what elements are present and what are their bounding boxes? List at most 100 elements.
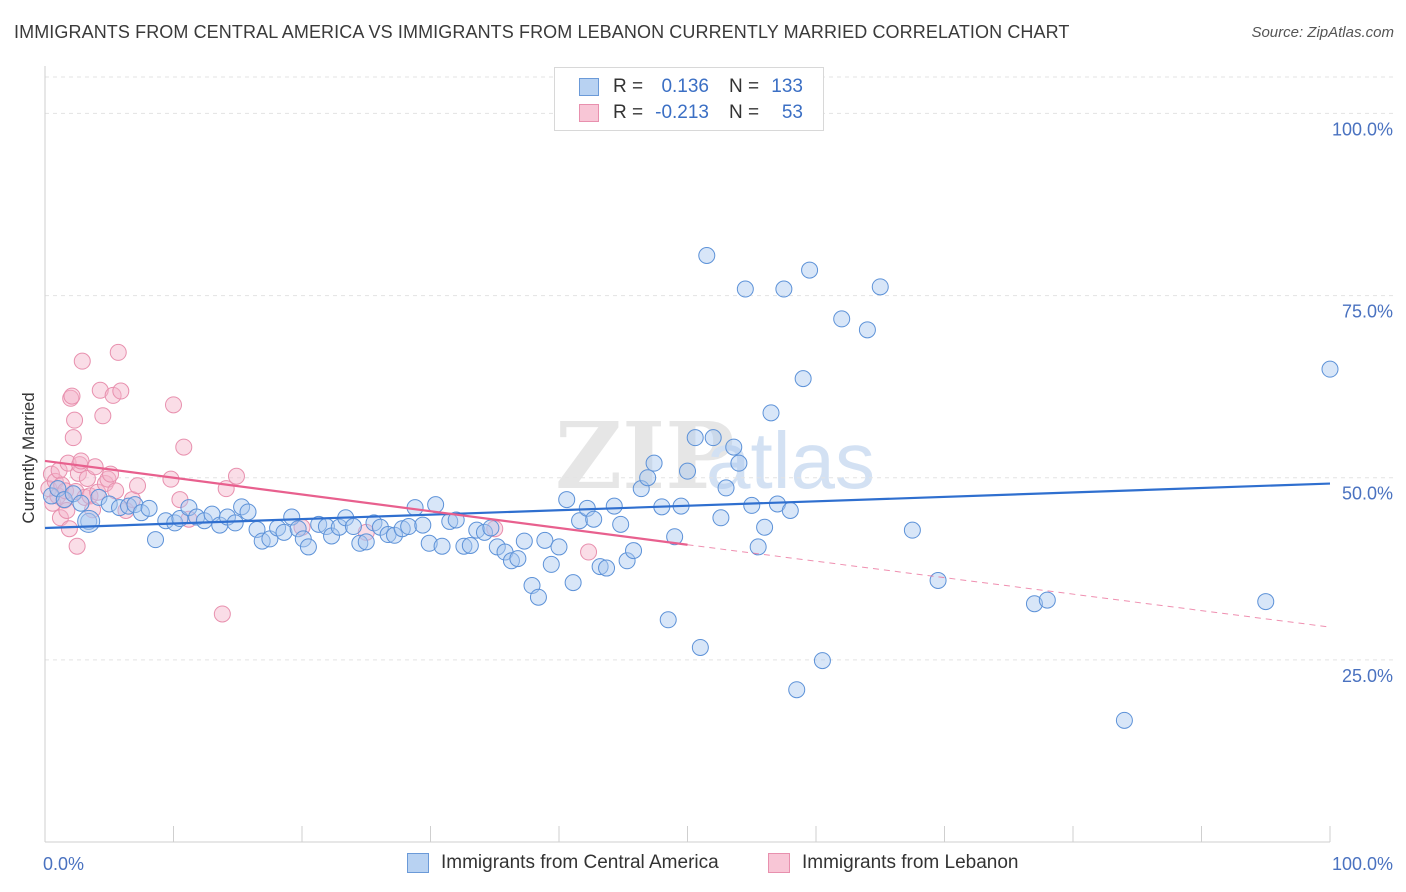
- data-point-central-america: [743, 496, 761, 514]
- data-point-central-america: [509, 550, 527, 568]
- watermark: ZIP atlas: [555, 402, 875, 510]
- data-point-central-america: [132, 504, 150, 522]
- trend-line-lebanon: [44, 459, 688, 546]
- source-note[interactable]: Source: ZipAtlas.com: [1251, 24, 1394, 41]
- data-point-central-america: [1321, 360, 1339, 378]
- data-point-central-america: [330, 518, 348, 536]
- data-point-central-america: [698, 247, 716, 264]
- data-point-central-america: [72, 494, 90, 512]
- y-axis-title: Currently Married: [19, 392, 38, 523]
- data-point-central-america: [55, 491, 73, 509]
- data-point-central-america: [929, 571, 947, 589]
- data-point-central-america: [639, 469, 657, 487]
- data-point-central-america: [90, 488, 108, 506]
- data-point-central-america: [1025, 595, 1043, 613]
- legend-swatch-blue: [579, 78, 599, 96]
- data-point-lebanon: [68, 537, 86, 555]
- data-point-lebanon: [109, 343, 127, 361]
- data-point-lebanon: [104, 386, 122, 404]
- trend-line-lebanon-extension: [687, 544, 1331, 628]
- correlation-legend: R = 0.136 N = 133 R = -0.213 N = 53: [554, 67, 824, 131]
- grid-lines: [45, 76, 1394, 661]
- data-point-central-america: [1038, 591, 1056, 609]
- legend-n-label: N =: [729, 102, 760, 123]
- data-point-central-america: [226, 514, 244, 532]
- data-point-lebanon: [63, 387, 81, 405]
- data-point-central-america: [571, 512, 589, 530]
- data-point-central-america: [558, 491, 576, 509]
- legend-n-label: N =: [729, 76, 760, 97]
- data-point-central-america: [781, 502, 799, 519]
- data-point-central-america: [725, 438, 743, 456]
- legend-item-central-america[interactable]: Immigrants from Central America: [407, 852, 719, 874]
- data-point-central-america: [712, 509, 730, 527]
- data-point-central-america: [433, 537, 451, 555]
- data-point-lebanon: [112, 382, 130, 400]
- data-point-central-america: [564, 574, 582, 592]
- legend-label-lebanon: Immigrants from Lebanon: [802, 852, 1019, 873]
- data-point-central-america: [49, 480, 67, 498]
- series-lebanon-points: [40, 343, 598, 623]
- data-point-central-america: [400, 518, 418, 536]
- legend-r-value: 0.136: [661, 76, 709, 97]
- legend-item-lebanon[interactable]: Immigrants from Lebanon: [768, 852, 1019, 874]
- data-point-central-america: [1115, 711, 1133, 729]
- data-point-central-america: [618, 552, 636, 570]
- data-point-central-america: [77, 509, 101, 533]
- chart-title: IMMIGRANTS FROM CENTRAL AMERICA VS IMMIG…: [14, 22, 1070, 42]
- data-point-central-america: [813, 652, 831, 670]
- data-point-lebanon: [64, 429, 82, 447]
- data-point-lebanon: [175, 438, 193, 456]
- legend-swatch-blue: [407, 853, 429, 873]
- data-point-central-america: [1257, 593, 1275, 611]
- trend-lines: [44, 459, 1331, 628]
- data-point-lebanon: [73, 352, 91, 370]
- data-point-lebanon: [165, 396, 182, 414]
- data-point-central-america: [762, 404, 780, 422]
- legend-swatch-pink: [768, 853, 790, 873]
- data-point-lebanon: [580, 543, 598, 561]
- data-point-central-america: [686, 429, 704, 447]
- y-tick-label: 75.0%: [1342, 302, 1393, 322]
- watermark-zip: ZIP: [555, 402, 734, 510]
- data-point-central-america: [659, 611, 677, 629]
- legend-row-central-america: R = 0.136 N = 133: [579, 75, 803, 99]
- legend-n-value: 53: [781, 102, 803, 123]
- data-point-central-america: [645, 454, 663, 472]
- data-point-lebanon: [51, 509, 69, 527]
- data-point-central-america: [529, 588, 547, 606]
- data-point-central-america: [717, 479, 735, 497]
- data-point-central-america: [591, 558, 609, 576]
- data-point-central-america: [542, 555, 560, 573]
- data-point-central-america: [625, 542, 643, 560]
- y-tick-label: 25.0%: [1342, 666, 1393, 686]
- data-point-lebanon: [213, 605, 231, 623]
- data-point-central-america: [632, 480, 650, 498]
- data-point-central-america: [239, 503, 257, 521]
- data-point-lebanon: [58, 502, 76, 519]
- x-tick-label: 0.0%: [43, 854, 84, 874]
- legend-label-central-america: Immigrants from Central America: [441, 852, 719, 873]
- data-point-central-america: [140, 499, 158, 517]
- data-point-central-america: [833, 310, 851, 328]
- data-point-central-america: [666, 528, 684, 546]
- legend-r-label: R =: [613, 76, 644, 97]
- legend-r-value: -0.213: [655, 102, 709, 123]
- data-point-central-america: [801, 261, 819, 279]
- data-point-central-america: [736, 280, 754, 298]
- data-point-central-america: [612, 515, 630, 533]
- data-point-central-america: [679, 462, 696, 480]
- data-point-central-america: [903, 521, 921, 539]
- data-point-central-america: [775, 280, 793, 298]
- data-point-central-america: [299, 538, 317, 556]
- data-point-lebanon: [78, 469, 96, 487]
- data-point-lebanon: [227, 467, 245, 485]
- y-tick-label: 100.0%: [1332, 119, 1393, 139]
- data-point-central-america: [357, 533, 375, 551]
- data-point-central-america: [536, 531, 554, 549]
- legend-swatch-pink: [579, 104, 599, 122]
- tick-labels: 100.0% 75.0% 50.0% 25.0% 0.0% 100.0%: [43, 119, 1393, 874]
- data-point-central-america: [788, 681, 806, 699]
- data-point-central-america: [344, 518, 362, 536]
